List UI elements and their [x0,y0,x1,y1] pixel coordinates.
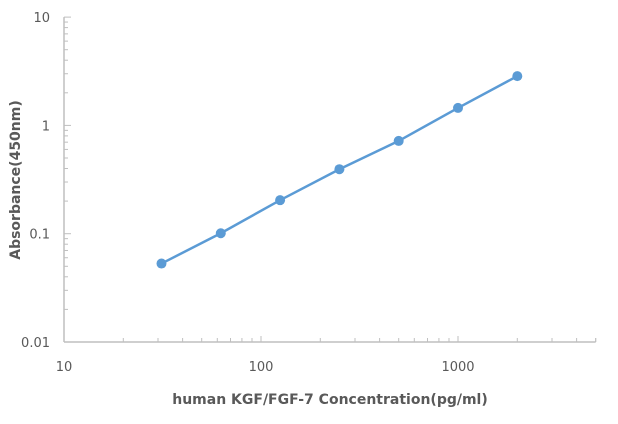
data-point [453,102,463,113]
x-axis-title: human KGF/FGF-7 Concentration(pg/ml) [172,392,488,408]
data-point [156,258,167,269]
y-tick-label: 10 [33,11,50,26]
x-tick-label: 100 [249,360,274,375]
data-point [275,195,286,206]
x-tick-label: 10 [56,360,73,375]
y-tick-label: 0.01 [21,336,50,351]
y-tick-label: 0.1 [29,228,50,243]
x-tick-label: 1000 [441,360,474,375]
tick-labels: 10 100 1000 0.01 0.1 1 10 [21,11,475,375]
data-point [393,135,404,146]
y-axis-title: Absorbance(450nm) [8,100,24,260]
y-tick-label: 1 [42,119,50,134]
axes [63,16,597,343]
data-point [334,164,345,175]
data-point [512,71,523,82]
data-series [156,71,523,269]
data-point [215,228,226,239]
